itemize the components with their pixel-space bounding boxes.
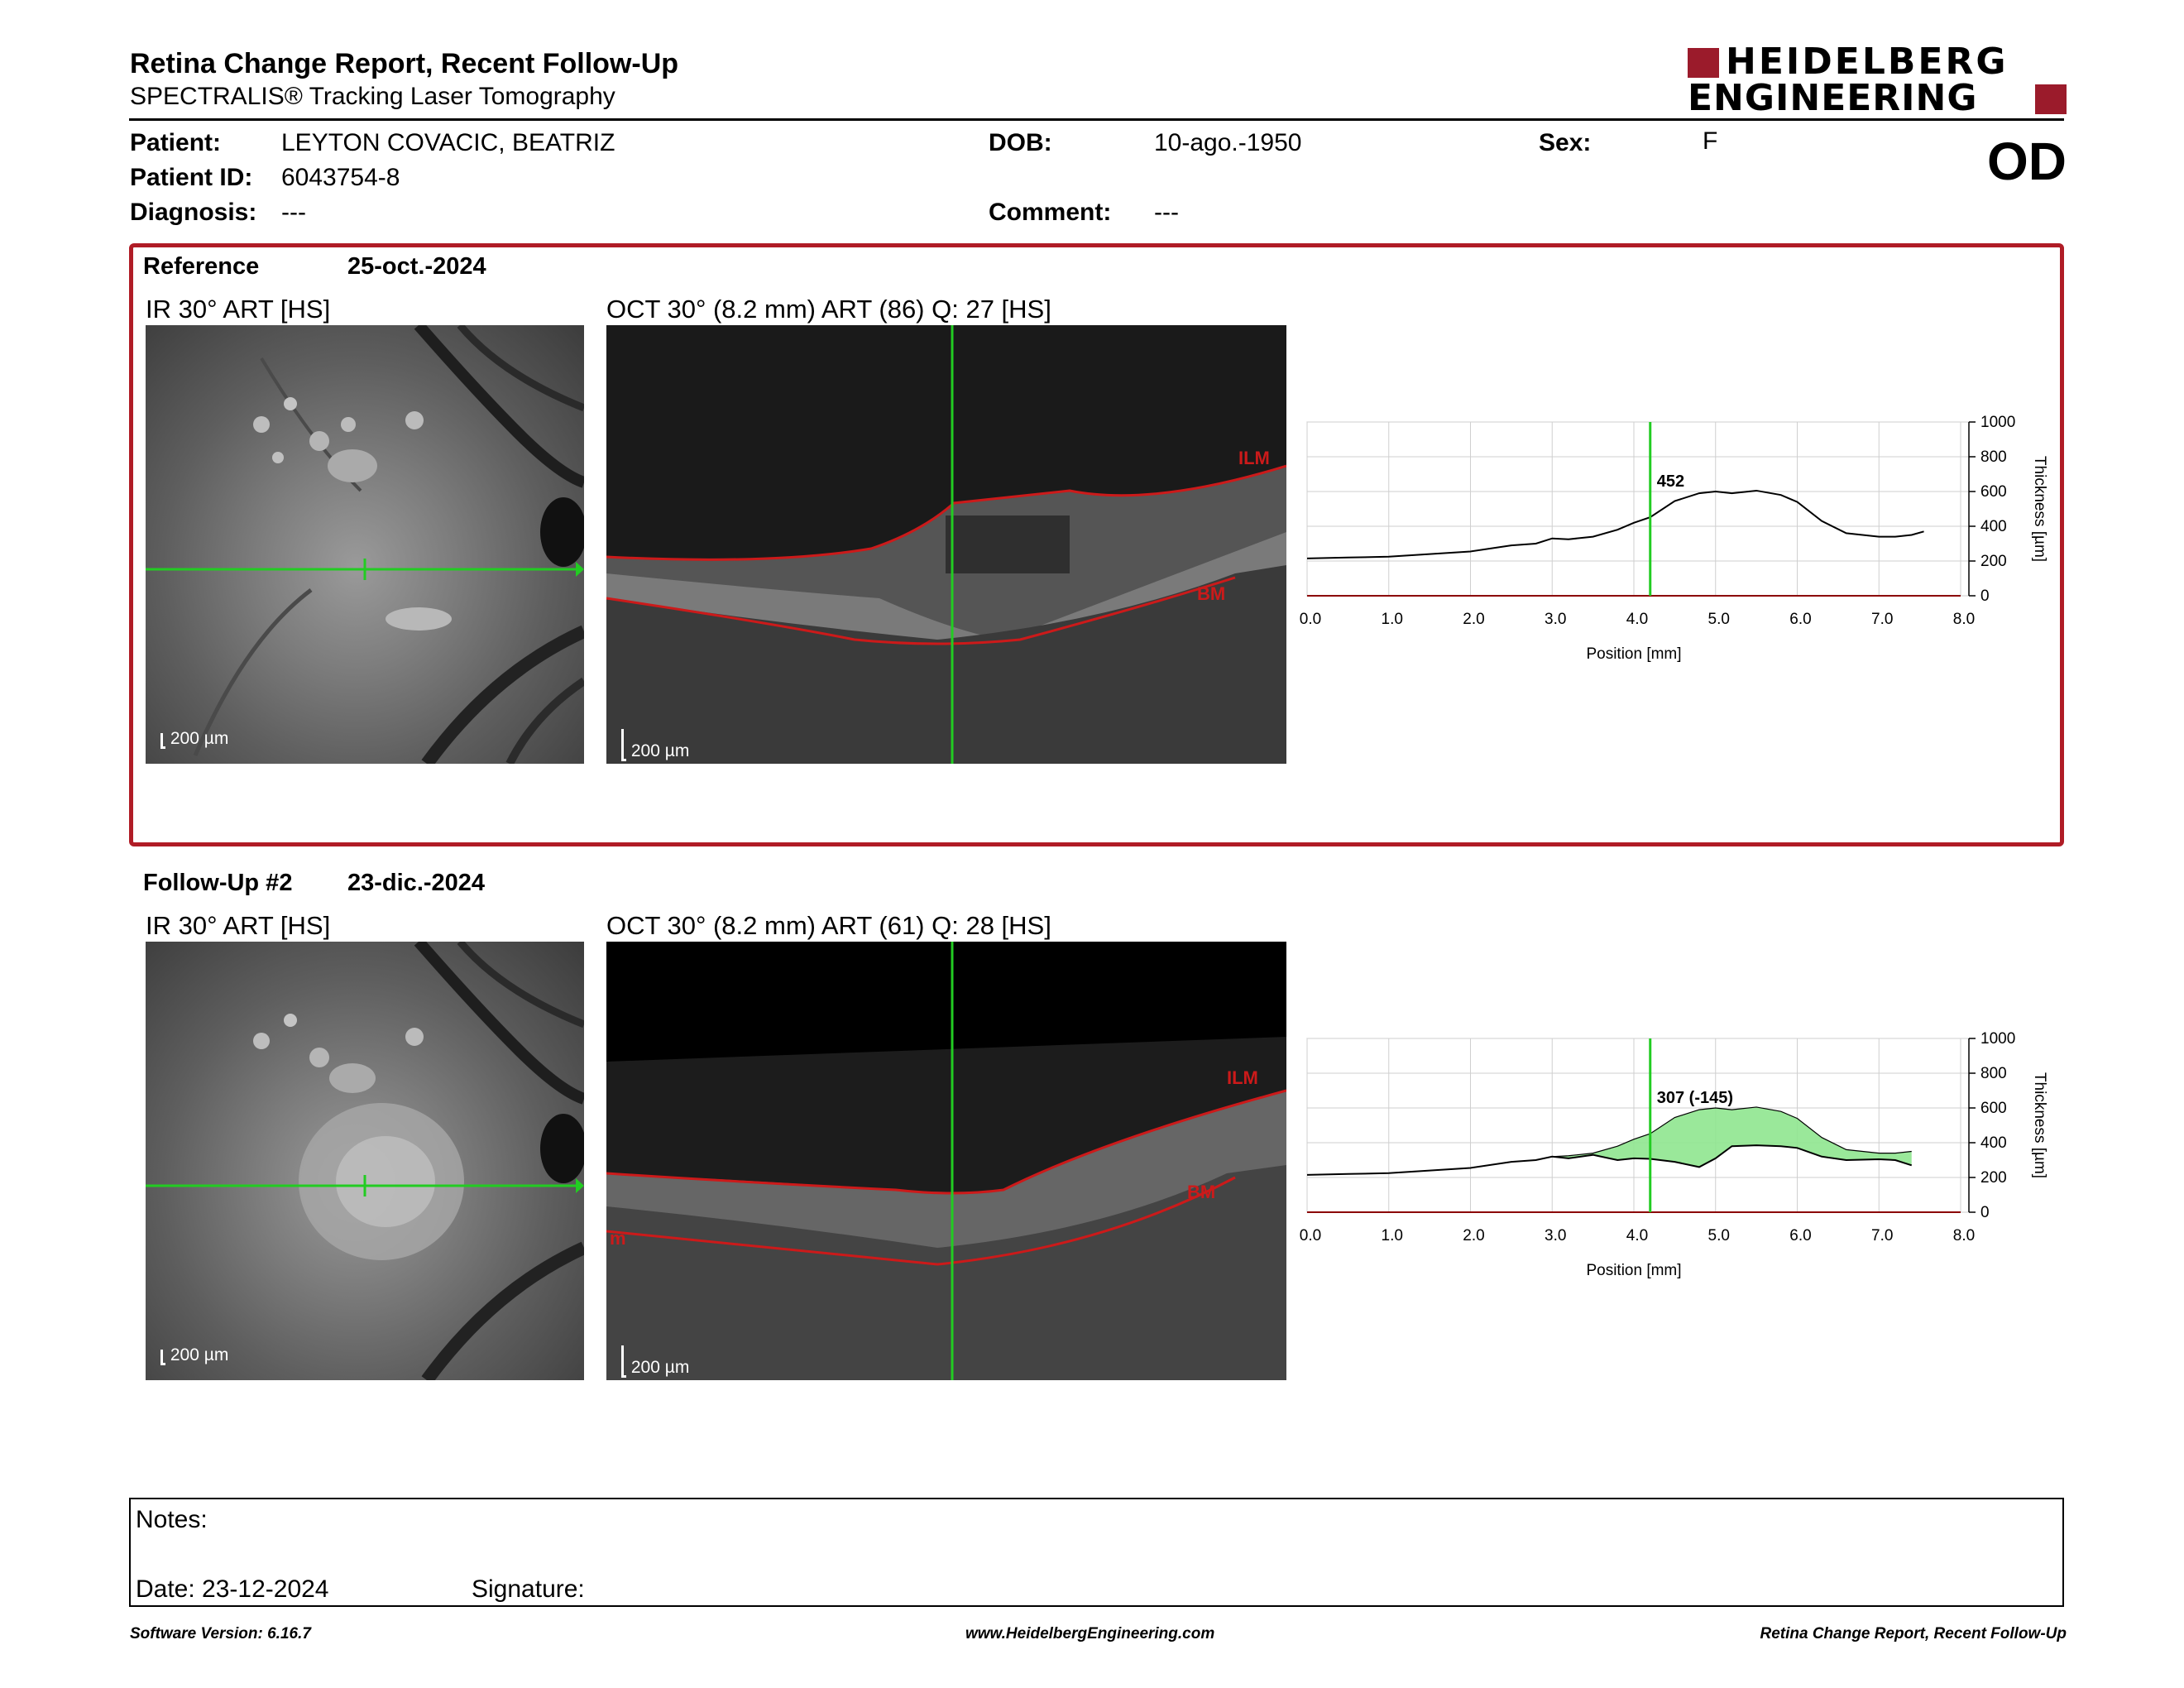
report-subtitle: SPECTRALIS® Tracking Laser Tomography — [130, 83, 615, 110]
followup-ir-drawing — [146, 942, 584, 1380]
chart-x-tick-label: 2.0 — [1463, 611, 1484, 628]
reference-oct-scale-bar: 200 µm — [621, 729, 689, 761]
chart-y-tick-label: 400 — [1980, 1134, 2007, 1152]
chart-x-tick-label: 2.0 — [1463, 1227, 1484, 1244]
followup-thickness-chart: 0.0 1.0 2.0 3.0 4.0 5.0 6.0 7.0 8.0 0 200 400 600 800… — [1300, 1030, 2048, 1279]
reference-section-box — [129, 243, 2064, 846]
chart-y-tick-label: 200 — [1980, 1169, 2007, 1187]
chart-x-tick-label: 1.0 — [1382, 611, 1403, 628]
followup-bm-label: BM — [1187, 1182, 1216, 1202]
chart-y-axis-label: Thickness [µm] — [2031, 456, 2048, 562]
followup-ilm-label: ILM — [1227, 1067, 1258, 1088]
followup-ir-scale-text: 200 µm — [170, 1345, 229, 1364]
header-divider — [129, 118, 2064, 121]
patient-id-label: Patient ID: — [130, 164, 253, 191]
followup-oct-bscan-image: ILM BM m 200 µm — [606, 942, 1286, 1380]
patient-label: Patient: — [130, 129, 222, 156]
patient-name: LEYTON COVACIC, BEATRIZ — [281, 129, 615, 156]
heidelberg-logo: HEIDELBERG ENGINEERING — [1688, 41, 2068, 119]
chart-change-area — [1552, 1106, 1912, 1168]
patient-id: 6043754-8 — [281, 164, 400, 191]
reference-thickness-chart: 0.0 1.0 2.0 3.0 4.0 5.0 6.0 7.0 8.0 0 200 400 600 800… — [1300, 414, 2048, 663]
followup-ir-fundus-image: 200 µm — [146, 942, 584, 1380]
footer-software-version: Software Version: 6.16.7 — [130, 1625, 311, 1642]
chart-y-tick-label: 0 — [1980, 1204, 1990, 1221]
followup-oct-drawing — [606, 942, 1286, 1380]
chart-x-tick-label: 6.0 — [1789, 1227, 1811, 1244]
chart-y-tick-label: 1000 — [1980, 1030, 2015, 1048]
chart-cursor-value: 307 (-145) — [1657, 1089, 1733, 1107]
notes-date: Date: 23-12-2024 — [136, 1575, 329, 1603]
sex-value: F — [1703, 127, 1718, 155]
chart-x-tick-label: 3.0 — [1545, 1227, 1566, 1244]
comment-value: --- — [1154, 199, 1179, 226]
reference-ir-caption: IR 30° ART [HS] — [146, 295, 331, 324]
followup-ir-caption: IR 30° ART [HS] — [146, 911, 331, 940]
reference-ir-drawing — [146, 325, 584, 764]
followup-oct-scale-bar: 200 µm — [621, 1345, 689, 1378]
chart-x-tick-label: 8.0 — [1953, 611, 1975, 628]
chart-x-tick-label: 5.0 — [1708, 611, 1730, 628]
sex-label: Sex: — [1539, 129, 1592, 156]
chart-x-tick-label: 5.0 — [1708, 1227, 1730, 1244]
chart-y-tick-label: 0 — [1980, 587, 1990, 605]
diagnosis-label: Diagnosis: — [130, 199, 257, 226]
followup-oct-caption: OCT 30° (8.2 mm) ART (61) Q: 28 [HS] — [606, 911, 1051, 940]
chart-x-tick-label: 3.0 — [1545, 611, 1566, 628]
logo-text-line2: ENGINEERING — [1688, 77, 1978, 119]
reference-oct-scale-text: 200 µm — [630, 741, 690, 760]
chart-x-tick-label: 1.0 — [1382, 1227, 1403, 1244]
chart-x-axis-label: Position [mm] — [1586, 645, 1681, 663]
chart-x-tick-label: 0.0 — [1300, 1227, 1321, 1244]
reference-oct-drawing — [606, 325, 1286, 764]
chart-y-tick-label: 200 — [1980, 553, 2007, 570]
reference-ir-scale-text: 200 µm — [170, 729, 229, 748]
chart-y-tick-label: 400 — [1980, 518, 2007, 535]
chart-y-tick-label: 600 — [1980, 483, 2007, 501]
followup-date: 23-dic.-2024 — [347, 870, 486, 896]
footer-report-name: Retina Change Report, Recent Follow-Up — [1760, 1625, 2067, 1642]
followup-edge-label: m — [610, 1228, 626, 1249]
chart-x-tick-label: 4.0 — [1626, 611, 1648, 628]
reference-oct-caption: OCT 30° (8.2 mm) ART (86) Q: 27 [HS] — [606, 295, 1051, 324]
reference-ir-scale-bar: 200 µm — [160, 729, 228, 749]
chart-x-tick-label: 8.0 — [1953, 1227, 1975, 1244]
reference-date: 25-oct.-2024 — [347, 253, 486, 280]
chart-series-line-1 — [1552, 1106, 1912, 1158]
followup-oct-scale-text: 200 µm — [630, 1358, 690, 1377]
reference-ilm-label: ILM — [1238, 448, 1270, 468]
chart-x-tick-label: 6.0 — [1789, 611, 1811, 628]
chart-y-tick-label: 800 — [1980, 448, 2007, 466]
chart-y-axis-label: Thickness [µm] — [2031, 1072, 2048, 1178]
chart-x-tick-label: 7.0 — [1871, 611, 1893, 628]
chart-cursor-value: 452 — [1657, 472, 1684, 491]
signature-label: Signature: — [472, 1575, 585, 1603]
reference-label: Reference — [143, 253, 260, 280]
diagnosis-value: --- — [281, 199, 306, 226]
report-title: Retina Change Report, Recent Follow-Up — [130, 48, 679, 79]
chart-x-tick-label: 0.0 — [1300, 611, 1321, 628]
logo-text-line1: HEIDELBERG — [1726, 41, 2009, 83]
chart-y-tick-label: 1000 — [1980, 414, 2015, 431]
dob-value: 10-ago.-1950 — [1154, 129, 1302, 156]
chart-series-line-0 — [1306, 489, 1924, 559]
followup-label: Follow-Up #2 — [143, 870, 293, 896]
followup-ir-scale-bar: 200 µm — [160, 1345, 228, 1365]
comment-label: Comment: — [989, 199, 1112, 226]
chart-x-axis-label: Position [mm] — [1586, 1262, 1681, 1279]
dob-label: DOB: — [989, 129, 1052, 156]
reference-oct-bscan-image: ILM BM 200 µm — [606, 325, 1286, 764]
reference-bm-label: BM — [1197, 583, 1226, 604]
notes-box[interactable]: Notes: Date: 23-12-2024 Signature: — [129, 1498, 2064, 1607]
reference-ir-fundus-image: 200 µm — [146, 325, 584, 764]
logo-square-bottom — [2035, 84, 2067, 114]
chart-x-tick-label: 7.0 — [1871, 1227, 1893, 1244]
chart-x-tick-label: 4.0 — [1626, 1227, 1648, 1244]
footer-website[interactable]: www.HeidelbergEngineering.com — [965, 1625, 1215, 1642]
chart-y-tick-label: 600 — [1980, 1100, 2007, 1117]
chart-y-tick-label: 800 — [1980, 1065, 2007, 1082]
notes-label: Notes: — [136, 1506, 208, 1533]
eye-indicator: OD — [1987, 132, 2067, 191]
logo-square-top — [1688, 48, 1719, 78]
